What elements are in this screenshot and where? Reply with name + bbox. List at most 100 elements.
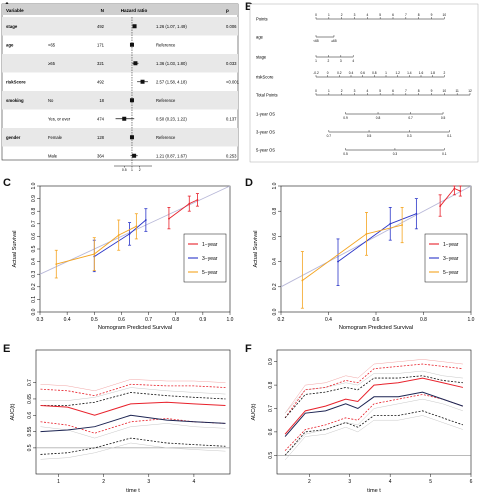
nomogram-tick-label: 0 <box>327 71 329 75</box>
forest-row-shade <box>2 128 238 147</box>
calibration-y-label: Actual Survival <box>253 231 259 268</box>
nomogram-tick-label: 0.7 <box>408 116 413 120</box>
forest-p-label: 0.137 <box>226 116 237 121</box>
forest-row-shade <box>2 17 238 36</box>
forest-level-label: Female <box>48 135 63 140</box>
auc-x-label: time t <box>126 488 140 494</box>
calibration-y-tick-label: 0.8 <box>272 208 278 215</box>
calibration-y-tick-label: 0.6 <box>31 233 37 240</box>
nomogram-tick-label: 1 <box>385 71 387 75</box>
nomogram-tick-label: 6 <box>392 89 394 93</box>
nomogram-tick-label: 2 <box>443 71 445 75</box>
nomogram-tick-label: 0.5 <box>367 134 372 138</box>
nomogram-tick-label: -0.2 <box>313 71 319 75</box>
forest-level-label: No <box>48 98 54 103</box>
forest-estimate-label: 0.50 (0.23, 1.22) <box>156 116 187 121</box>
nomogram-tick-label: 1.8 <box>430 71 435 75</box>
nomogram-row-label: 1-year OS <box>256 112 275 117</box>
nomogram-tick-label: 6 <box>392 13 394 17</box>
nomogram-tick-label: 9 <box>431 89 433 93</box>
nomogram-tick-label: 5 <box>379 13 381 17</box>
calibration-series-line <box>56 225 137 265</box>
forest-estimate-label: 1.36 (1.03, 1.80) <box>156 61 187 66</box>
auc-red-line <box>284 377 464 435</box>
auc-outer-envelope <box>40 387 226 401</box>
auc-y-label: AUC(t) <box>251 403 257 420</box>
calibration-legend-label: 1−year <box>443 242 459 248</box>
calibration-y-tick-label: 0.5 <box>31 245 37 252</box>
nomogram-tick-label: 3 <box>354 89 356 93</box>
nomogram-tick-label: 0.2 <box>337 71 342 75</box>
auc-x-tick-label: 3 <box>147 479 150 485</box>
nomogram-tick-label: 0.6 <box>360 71 365 75</box>
nomogram-row-label: stage <box>256 55 267 60</box>
calibration-y-tick-label: 1.0 <box>31 182 37 189</box>
calibration-plot-d: 0.2 0.4 0.6 0.8 1.00.00.20.40.60.81.0Nomogra… <box>253 182 475 331</box>
auc-plot-e: 1 2 3 4 0.5 0.55 0.6 0.65 0.7 time t AUC(t) <box>10 349 231 494</box>
calibration-point <box>337 260 339 263</box>
calibration-frame <box>280 185 472 313</box>
calibration-y-label: Actual Survival <box>12 231 18 268</box>
auc-black-line <box>40 414 226 433</box>
forest-header-bg <box>2 4 238 15</box>
auc-red-ci-lower <box>284 394 464 451</box>
forest-header-hr: Hazard ratio <box>121 8 148 13</box>
forest-level-label: Yes, or ever <box>48 116 71 121</box>
forest-level-label: ≥65 <box>48 61 56 66</box>
forest-point <box>140 79 145 84</box>
calibration-x-tick-label: 0.2 <box>278 317 285 323</box>
nomogram-tick-label: 0.5 <box>441 116 446 120</box>
calibration-y-tick-label: 0.6 <box>272 233 278 240</box>
nomogram-tick-label: 7 <box>405 89 407 93</box>
calibration-ideal-line <box>280 185 472 288</box>
auc-x-tick-label: 5 <box>429 479 432 485</box>
panel-letter-b: B <box>245 1 253 13</box>
calibration-point <box>459 190 462 192</box>
nomogram-tick-label: 11 <box>456 89 460 93</box>
nomogram-tick-label: 1 <box>328 89 330 93</box>
forest-estimate-label: 2.57 (1.58, 4.18) <box>156 79 187 84</box>
forest-estimate-label: 1.21 (0.87, 1.67) <box>156 153 187 158</box>
nomogram-tick-label: 2 <box>328 59 330 63</box>
calibration-point <box>144 219 147 221</box>
calibration-legend-label: 5−year <box>443 270 459 276</box>
forest-n-label: 321 <box>97 61 105 66</box>
calibration-point <box>168 217 170 220</box>
auc-black-ci-lower <box>40 437 226 455</box>
nomogram-tick-label: 1.2 <box>395 71 400 75</box>
forest-variable-label: riskScore <box>6 79 26 84</box>
calibration-ideal-line <box>39 185 231 275</box>
nomogram-tick-label: <65 <box>313 39 319 43</box>
forest-n-label: 474 <box>97 116 105 121</box>
calibration-y-tick-label: 0.3 <box>31 271 37 278</box>
calibration-x-tick-label: 0.5 <box>91 317 98 323</box>
nomogram-tick-label: 1 <box>328 13 330 17</box>
calibration-point <box>365 232 368 235</box>
calibration-y-tick-label: 0.4 <box>31 258 37 265</box>
forest-point <box>133 61 138 66</box>
calibration-x-tick-label: 0.8 <box>172 317 179 323</box>
nomogram-tick-label: 9 <box>431 13 433 17</box>
forest-row-shade <box>2 91 238 110</box>
forest-n-label: 18 <box>99 98 104 103</box>
calibration-point <box>188 202 191 205</box>
auc-outer-envelope <box>284 398 463 456</box>
calibration-point <box>93 253 96 255</box>
calibration-point <box>453 187 456 190</box>
calibration-y-tick-label: 0.8 <box>31 208 37 215</box>
auc-y-tick-label: 0.5 <box>27 444 33 451</box>
nomogram-tick-label: 0.3 <box>407 134 412 138</box>
calibration-point <box>389 222 392 225</box>
auc-x-tick-label: 2 <box>308 479 311 485</box>
calibration-x-tick-label: 0.9 <box>199 317 206 323</box>
calibration-y-tick-label: 1.0 <box>272 182 278 189</box>
forest-n-label: 492 <box>97 79 105 84</box>
auc-outer-envelope <box>284 370 463 414</box>
auc-x-tick-label: 6 <box>470 479 473 485</box>
nomogram-row-label: 5-year OS <box>256 148 275 153</box>
forest-level-label: Male <box>48 153 58 158</box>
forest-p-label: 0.033 <box>226 61 237 66</box>
forest-header-variable: Variable <box>6 8 24 13</box>
nomogram-tick-label: 7 <box>405 13 407 17</box>
auc-outer-envelope <box>284 415 463 461</box>
